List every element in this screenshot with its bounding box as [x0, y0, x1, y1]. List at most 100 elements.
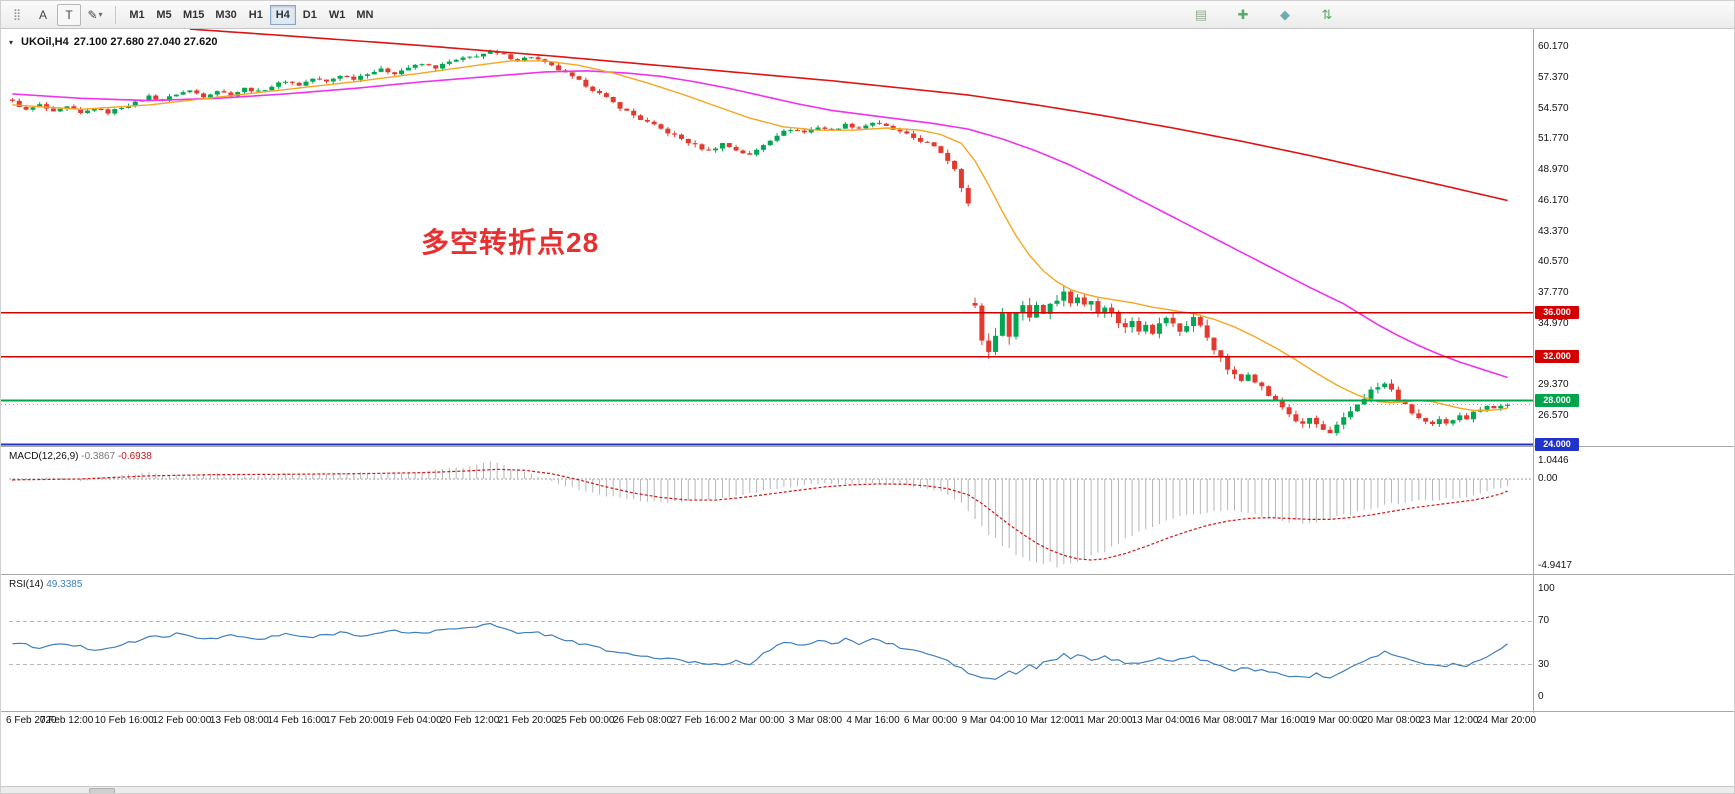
indicator-list-button[interactable]: ▤	[1189, 4, 1213, 26]
price-tick-label: 48.970	[1538, 164, 1569, 176]
rsi-tick-label: 30	[1538, 658, 1550, 670]
rsi-tick-label: 100	[1538, 583, 1555, 594]
price-level-badge: 36.000	[1535, 305, 1579, 319]
time-tick-label: 9 Mar 04:00	[961, 715, 1015, 726]
time-tick-label: 23 Mar 12:00	[1419, 715, 1479, 726]
panel-separator-macd[interactable]	[1, 446, 1734, 447]
horizontal-scrollbar[interactable]	[1, 786, 1734, 793]
macd-canvas[interactable]	[1, 448, 1735, 573]
window-menu-icon[interactable]: ▾	[9, 38, 14, 47]
time-axis-separator	[1, 711, 1734, 712]
price-level-badge: 32.000	[1535, 349, 1579, 363]
macd-signal-line	[12, 468, 1508, 561]
macd-name: MACD(12,26,9)	[9, 451, 79, 462]
rsi-name: RSI(14)	[9, 579, 44, 590]
price-tick-label: 26.570	[1538, 410, 1569, 422]
chart-annotation-text[interactable]: 多空转折点28	[421, 227, 600, 258]
cursor-tool-button[interactable]: A	[31, 4, 55, 26]
time-tick-label: 13 Mar 04:00	[1131, 715, 1191, 726]
time-tick-label: 17 Feb 20:00	[325, 715, 385, 726]
price-level-badge: 28.000	[1535, 393, 1579, 407]
timeframe-button-h1[interactable]: H1	[243, 5, 269, 25]
axis-separator-vertical	[1533, 29, 1534, 713]
rsi-value: 49.3385	[46, 579, 83, 590]
candlesticks	[9, 49, 1511, 436]
toolbar-right-icons: ▤ ✚ ◆ ⇅	[1189, 4, 1339, 26]
panel-separator-rsi[interactable]	[1, 574, 1734, 575]
text-tool-button[interactable]: T	[57, 3, 81, 26]
time-tick-label: 4 Mar 16:00	[846, 715, 900, 726]
toolbar-separator	[115, 5, 116, 24]
add-indicator-button[interactable]: ✚	[1231, 4, 1255, 26]
rsi-tick-label: 0	[1538, 691, 1544, 702]
time-tick-label: 7 Feb 12:00	[39, 715, 94, 726]
time-tick-label: 3 Mar 08:00	[788, 715, 843, 726]
timeframe-button-m15[interactable]: M15	[178, 5, 209, 25]
time-tick-label: 19 Mar 00:00	[1304, 715, 1364, 726]
time-tick-label: 11 Mar 20:00	[1074, 715, 1133, 726]
price-tick-label: 51.770	[1538, 133, 1569, 145]
time-tick-label: 14 Feb 16:00	[267, 715, 327, 726]
macd-histogram	[11, 461, 1509, 568]
price-tick-label: 29.370	[1538, 379, 1569, 391]
rsi-line	[12, 622, 1508, 680]
time-tick-label: 17 Mar 16:00	[1246, 715, 1306, 726]
pan-tool-button[interactable]: ⣿	[5, 4, 29, 26]
time-tick-label: 26 Feb 08:00	[613, 715, 673, 726]
time-tick-label: 20 Feb 12:00	[440, 715, 500, 726]
price-tick-label: 60.170	[1538, 41, 1569, 52]
price-tick-label: 57.370	[1538, 71, 1569, 83]
timeframe-button-h4[interactable]: H4	[269, 4, 296, 25]
macd-tick-label: -4.9417	[1538, 559, 1572, 571]
timeframe-button-d1[interactable]: D1	[297, 5, 323, 25]
macd-tick-label: 0.00	[1538, 473, 1558, 484]
ohlc-values-label: 27.100 27.680 27.040 27.620	[73, 36, 218, 48]
time-tick-label: 24 Mar 20:00	[1477, 715, 1537, 726]
symbol-period-label: UKOil,H4	[21, 36, 69, 48]
objects-button[interactable]: ◆	[1273, 4, 1297, 26]
pencil-icon: ✎	[87, 7, 98, 22]
price-tick-label: 37.770	[1538, 287, 1569, 299]
auto-scroll-button[interactable]: ⇅	[1315, 4, 1339, 26]
price-tick-label: 43.370	[1538, 225, 1569, 237]
time-tick-label: 21 Feb 20:00	[497, 715, 557, 726]
rsi-label: RSI(14) 49.3385	[9, 579, 82, 590]
rsi-tick-label: 70	[1538, 615, 1550, 627]
time-tick-label: 10 Feb 16:00	[94, 715, 154, 726]
timeframe-button-mn[interactable]: MN	[351, 5, 378, 25]
chart-title: ▾ UKOil,H4 27.100 27.680 27.040 27.620	[9, 36, 217, 48]
price-tick-label: 34.970	[1538, 317, 1569, 329]
chart-toolbar: ⣿ A T ✎ ▾ M1 M5 M15 M30 H1 H4 D1 W1 MN ▤ ✚ ◆ ⇅	[1, 1, 1734, 29]
time-tick-label: 27 Feb 16:00	[670, 715, 730, 726]
time-tick-label: 19 Feb 04:00	[382, 715, 442, 726]
price-level-badge: 24.000	[1535, 437, 1579, 451]
chevron-down-icon: ▾	[98, 10, 103, 19]
draw-tool-button[interactable]: ✎ ▾	[83, 4, 107, 26]
macd-tick-label: 1.0446	[1538, 454, 1569, 466]
time-tick-label: 25 Feb 00:00	[555, 715, 615, 726]
time-tick-label: 2 Mar 00:00	[731, 715, 785, 726]
price-tick-label: 54.570	[1538, 102, 1569, 114]
timeframe-button-m1[interactable]: M1	[124, 5, 150, 25]
timeframe-group: M1 M5 M15 M30 H1 H4 D1 W1 MN	[124, 4, 378, 25]
time-tick-label: 6 Mar 00:00	[903, 715, 958, 726]
rsi-canvas[interactable]	[1, 576, 1735, 711]
macd-main-value: -0.3867	[81, 451, 116, 462]
price-chart-canvas[interactable]	[1, 29, 1735, 446]
timeframe-button-m5[interactable]: M5	[151, 5, 177, 25]
timeframe-button-m30[interactable]: M30	[210, 5, 241, 25]
timeframe-button-w1[interactable]: W1	[324, 5, 351, 25]
price-tick-label: 46.170	[1538, 194, 1569, 206]
scrollbar-thumb[interactable]	[89, 788, 115, 793]
time-tick-label: 12 Feb 00:00	[152, 715, 212, 726]
time-tick-label: 6 Feb 2020	[6, 715, 57, 726]
ma-fast-orange-line	[12, 60, 1508, 412]
price-tick-label: 40.570	[1538, 256, 1569, 268]
ma-mid-magenta-line	[12, 70, 1508, 379]
macd-label: MACD(12,26,9) -0.3867 -0.6938	[9, 451, 152, 462]
macd-signal-value: -0.6938	[117, 451, 152, 462]
time-tick-label: 20 Mar 08:00	[1361, 715, 1421, 726]
time-tick-label: 13 Feb 08:00	[209, 715, 269, 726]
time-tick-label: 10 Mar 12:00	[1016, 715, 1076, 726]
